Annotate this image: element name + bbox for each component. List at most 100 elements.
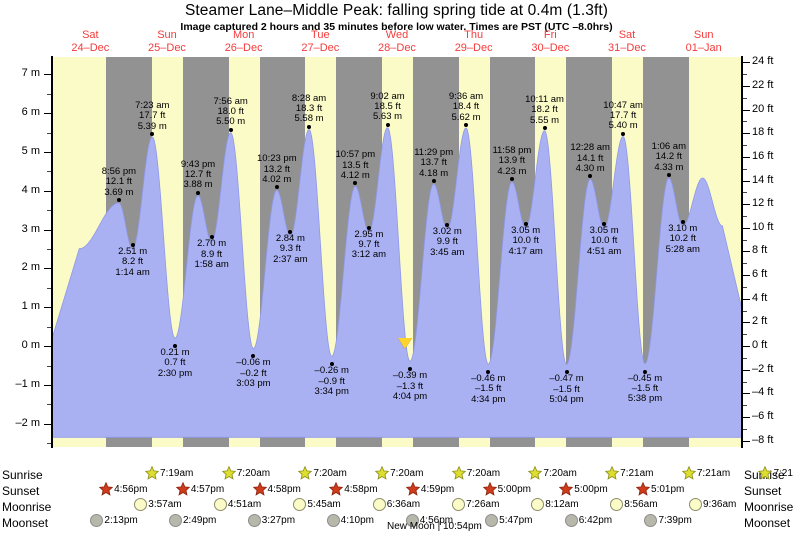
tide-event-time: 9:02 am xyxy=(370,90,405,102)
y-tick-right xyxy=(743,110,750,111)
sunrise-star-icon xyxy=(221,466,236,480)
tide-event-high: 12:28 am 14.1 ft 4.30 m xyxy=(550,142,630,179)
moonset-entry: 5:47pm xyxy=(485,514,533,527)
y-tick-label-right: –4 ft xyxy=(752,386,774,399)
tide-event-midlow: 3.05 m 10.0 ft 4:51 am xyxy=(564,221,644,257)
sunset-entry: 4:59pm xyxy=(405,482,454,496)
y-tick-label-right: 12 ft xyxy=(752,197,774,210)
day-header: Sat 24–Dec xyxy=(52,29,129,54)
tide-event-dot xyxy=(588,174,593,179)
day-header: Mon 26–Dec xyxy=(205,29,282,54)
sunset-entry: 5:01pm xyxy=(636,482,684,496)
moonset-entry: 2:13pm xyxy=(90,514,138,527)
tide-event-feet: –0.9 ft xyxy=(318,375,345,387)
tide-event-metres: 4.02 m xyxy=(262,173,292,185)
y-tick-right xyxy=(743,181,750,182)
tide-event-metres: 5.63 m xyxy=(372,111,403,123)
tide-event-feet: 8.2 ft xyxy=(122,256,144,268)
y-minor-tick-right xyxy=(743,358,747,359)
y-minor-tick-left xyxy=(47,443,51,444)
y-minor-tick-right xyxy=(743,263,747,264)
tide-event-high: 9:02 am 18.5 ft 5.63 m xyxy=(348,90,428,127)
tide-event-time: 10:23 pm xyxy=(257,153,297,165)
y-tick-label-right: 16 ft xyxy=(752,149,774,162)
tide-event-dot xyxy=(150,132,155,137)
sunset-time: 5:00pm xyxy=(574,483,608,495)
y-tick-left xyxy=(44,424,51,425)
tide-event-metres: 5.40 m xyxy=(608,120,638,132)
y-minor-tick-left xyxy=(47,171,51,172)
tide-event-dot xyxy=(564,370,569,375)
moonrise-icon xyxy=(134,498,148,511)
y-axis-left-line xyxy=(51,56,53,448)
y-tick-right xyxy=(743,275,750,276)
page-subtitle: Image captured 2 hours and 35 minutes be… xyxy=(180,21,613,33)
moonset-row-label-left: Moonset xyxy=(2,516,49,530)
tide-event-time: 2:30 pm xyxy=(157,367,193,379)
tide-event-midlow: 2.84 m 9.3 ft 2:37 am xyxy=(250,229,330,265)
y-tick-left xyxy=(44,191,51,192)
tide-event-dot xyxy=(621,131,626,136)
day-date: 27–Dec xyxy=(301,41,340,54)
tide-event-time: 3:34 pm xyxy=(314,386,349,397)
day-of-week: Mon xyxy=(232,29,255,41)
y-minor-tick-right xyxy=(743,216,747,217)
sunrise-time: 7:20am xyxy=(390,467,424,479)
tide-event-metres: –0.46 m xyxy=(471,372,506,384)
moonrise-entry: 5:45am xyxy=(293,498,341,511)
y-tick-label-right: 10 ft xyxy=(752,220,774,233)
sunset-time: 4:58pm xyxy=(344,483,378,495)
sunrise-entry: 7:21am xyxy=(605,466,654,480)
sunrise-star-icon xyxy=(605,466,620,480)
y-tick-left xyxy=(44,152,51,153)
y-tick-label-right: 4 ft xyxy=(752,291,768,304)
sunrise-entry: 7:21am xyxy=(681,466,730,480)
sunrise-entry: 7:20am xyxy=(528,466,577,480)
tide-event-high: 7:56 am 18.0 ft 5.50 m xyxy=(191,95,271,132)
y-tick-label-left: 2 m xyxy=(21,261,40,274)
sunset-time: 5:00pm xyxy=(497,483,531,495)
sunrise-entry: 7:19am xyxy=(145,466,193,480)
tide-event-feet: 10.0 ft xyxy=(512,235,539,247)
sunrise-star-icon xyxy=(145,466,160,480)
moonset-time: 5:47pm xyxy=(499,515,533,526)
y-tick-label-right: 2 ft xyxy=(752,315,768,328)
tide-event-midlow: 2.51 m 8.2 ft 1:14 am xyxy=(93,242,173,278)
tide-event-time: 1:14 am xyxy=(115,266,150,278)
tide-event-feet: –1.5 ft xyxy=(631,382,659,394)
sunset-star-icon xyxy=(636,482,651,496)
tide-event-dot xyxy=(251,354,256,359)
moonset-time: 3:27pm xyxy=(261,515,296,526)
moonset-icon xyxy=(90,514,104,527)
day-date: 29–Dec xyxy=(454,41,493,54)
sunset-star-icon xyxy=(175,482,190,496)
tide-event-time: 7:56 am xyxy=(213,95,248,107)
day-of-week: Sun xyxy=(693,29,714,41)
sunrise-star-icon xyxy=(375,466,390,480)
tide-event-metres: 5.39 m xyxy=(137,120,167,132)
tide-event-dot xyxy=(486,369,491,374)
tide-event-high: 8:56 pm 12.1 ft 3.69 m xyxy=(79,166,159,203)
y-tick-right xyxy=(743,251,750,252)
day-date: 30–Dec xyxy=(531,41,570,54)
tide-event-metres: 5.62 m xyxy=(451,111,481,123)
y-tick-right xyxy=(743,441,750,442)
sunset-entry: 5:00pm xyxy=(482,482,531,496)
tide-event-metres: 3.10 m xyxy=(668,222,698,234)
y-tick-left xyxy=(44,268,51,269)
sunrise-row-label-left: Sunrise xyxy=(2,468,43,482)
sunrise-time: 7:20am xyxy=(543,467,577,479)
tide-event-dot xyxy=(464,123,468,128)
tide-event-midlow: 3.10 m 10.2 ft 5:28 am xyxy=(643,219,723,255)
day-date: 31–Dec xyxy=(608,41,646,54)
y-tick-left xyxy=(44,74,51,75)
y-tick-right xyxy=(743,346,750,347)
y-tick-right xyxy=(743,86,750,87)
tide-event-feet: 12.1 ft xyxy=(105,176,133,188)
tide-event-metres: –0.45 m xyxy=(627,372,663,384)
tide-event-time: 4:34 pm xyxy=(471,393,506,405)
tide-event-dot xyxy=(385,122,390,127)
y-minor-tick-right xyxy=(743,145,747,146)
day-header: Wed 28–Dec xyxy=(359,29,436,54)
tide-event-time: 5:28 am xyxy=(665,243,700,255)
